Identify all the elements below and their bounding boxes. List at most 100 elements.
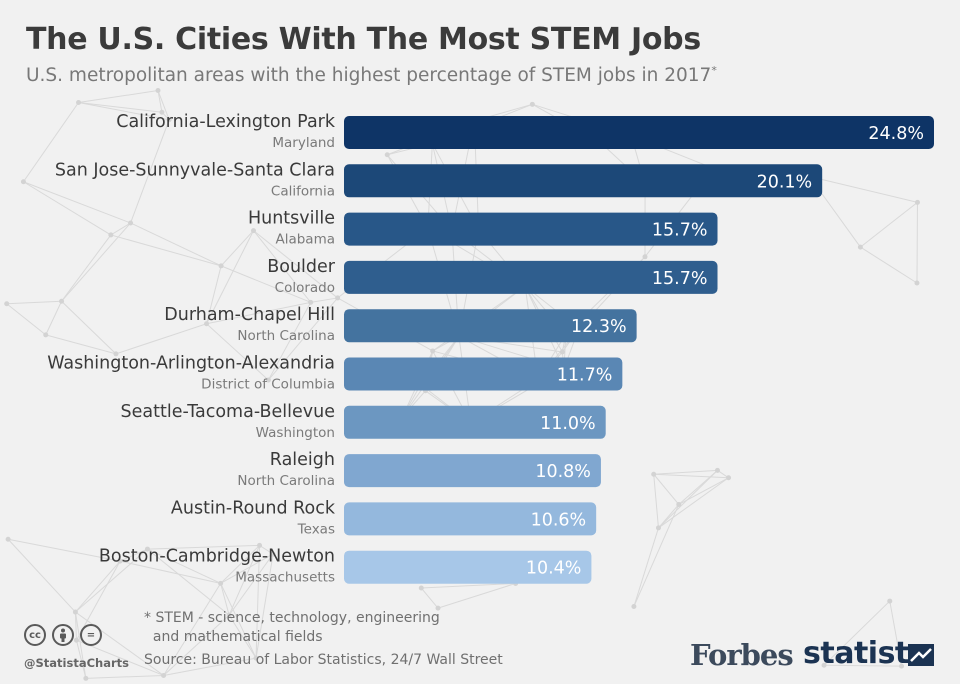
network-line: [45, 334, 117, 355]
network-line: [23, 181, 112, 236]
network-line: [916, 202, 918, 284]
network-line: [220, 230, 254, 267]
network-line: [421, 582, 516, 589]
network-node: [155, 88, 161, 94]
no-derivatives-icon: =: [80, 624, 102, 646]
statista-logo-icon: [908, 644, 934, 666]
network-line: [74, 612, 77, 641]
network-line: [157, 90, 163, 113]
license-icons: cc =: [24, 624, 102, 646]
network-line: [23, 181, 131, 224]
network-line: [658, 477, 729, 529]
bar-value-label: 20.1%: [757, 172, 813, 192]
network-node: [726, 475, 732, 481]
chart-title: The U.S. Cities With The Most STEM Jobs: [26, 22, 701, 57]
bar: [344, 260, 718, 294]
network-line: [75, 640, 87, 679]
network-node: [430, 348, 436, 354]
network-node: [253, 655, 259, 661]
attribution-icon: [52, 624, 74, 646]
network-line: [147, 548, 230, 616]
network-node: [250, 228, 256, 234]
network-node: [72, 609, 78, 615]
category-label: Seattle-Tacoma-Bellevue: [121, 402, 335, 422]
network-line: [206, 323, 269, 381]
bar: [344, 309, 637, 343]
network-node: [270, 551, 276, 557]
network-line: [633, 504, 680, 607]
bar-value-label: 15.7%: [652, 269, 708, 289]
network-line: [130, 119, 170, 224]
network-line: [823, 600, 891, 666]
network-node: [218, 580, 224, 586]
bar-value-label: 12.3%: [571, 317, 627, 337]
network-line: [147, 544, 260, 550]
category-label: Washington-Arlington-Alexandria: [47, 354, 335, 374]
category-label: San Jose-Sunnyvale-Santa Clara: [55, 160, 335, 180]
network-node: [257, 542, 263, 548]
network-line: [130, 222, 222, 267]
network-line: [23, 102, 79, 183]
network-node: [384, 152, 390, 158]
network-node: [159, 109, 165, 115]
network-line: [860, 246, 918, 284]
network-node: [117, 558, 123, 564]
category-sublabel: District of Columbia: [201, 377, 335, 393]
network-line: [163, 657, 257, 676]
category-sublabel: Washington: [256, 425, 335, 441]
network-line: [658, 504, 680, 529]
network-line: [420, 587, 439, 609]
network-line: [163, 614, 230, 676]
network-node: [265, 377, 271, 383]
network-line: [119, 560, 221, 584]
network-node: [655, 525, 661, 531]
network-line: [157, 90, 170, 120]
network-node: [166, 117, 172, 123]
network-node: [308, 299, 314, 305]
network-line: [61, 222, 131, 302]
network-node: [144, 546, 150, 552]
bar-value-label: 10.6%: [531, 510, 587, 530]
category-sublabel: Alabama: [275, 232, 335, 248]
bar: [344, 357, 623, 391]
network-line: [228, 614, 257, 659]
forbes-logo: Forbes: [690, 638, 794, 672]
bar: [344, 454, 601, 488]
network-node: [43, 332, 49, 338]
bar-value-label: 10.4%: [526, 559, 582, 579]
network-line: [6, 303, 47, 336]
network-node: [676, 501, 682, 507]
network-node: [435, 605, 441, 611]
network-line: [8, 538, 121, 562]
source-note: Source: Bureau of Labor Statistics, 24/7…: [144, 652, 503, 668]
network-node: [4, 301, 10, 307]
category-label: California-Lexington Park: [116, 112, 336, 132]
network-line: [45, 301, 62, 336]
network-line: [75, 548, 148, 613]
category-label: Huntsville: [248, 209, 335, 229]
network-line: [268, 297, 339, 381]
category-label: Durham-Chapel Hill: [164, 305, 335, 325]
network-line: [824, 664, 902, 667]
network-line: [255, 553, 274, 659]
network-line: [633, 527, 659, 607]
footnote: * STEM - science, technology, engineerin…: [144, 610, 440, 645]
category-label: Austin-Round Rock: [171, 498, 336, 518]
bar-value-label: 24.8%: [868, 124, 924, 144]
network-line: [115, 323, 207, 355]
network-line: [653, 474, 659, 528]
network-node: [59, 298, 65, 304]
network-line: [7, 538, 76, 613]
network-node: [887, 598, 893, 604]
bar: [344, 502, 597, 536]
category-sublabel: North Carolina: [237, 328, 335, 344]
category-label: Boulder: [267, 257, 336, 277]
network-line: [61, 300, 117, 355]
network-node: [714, 467, 720, 473]
category-sublabel: Texas: [297, 521, 335, 537]
bar: [344, 212, 718, 246]
network-line: [110, 222, 131, 236]
network-node: [218, 263, 224, 269]
network-line: [678, 469, 718, 505]
